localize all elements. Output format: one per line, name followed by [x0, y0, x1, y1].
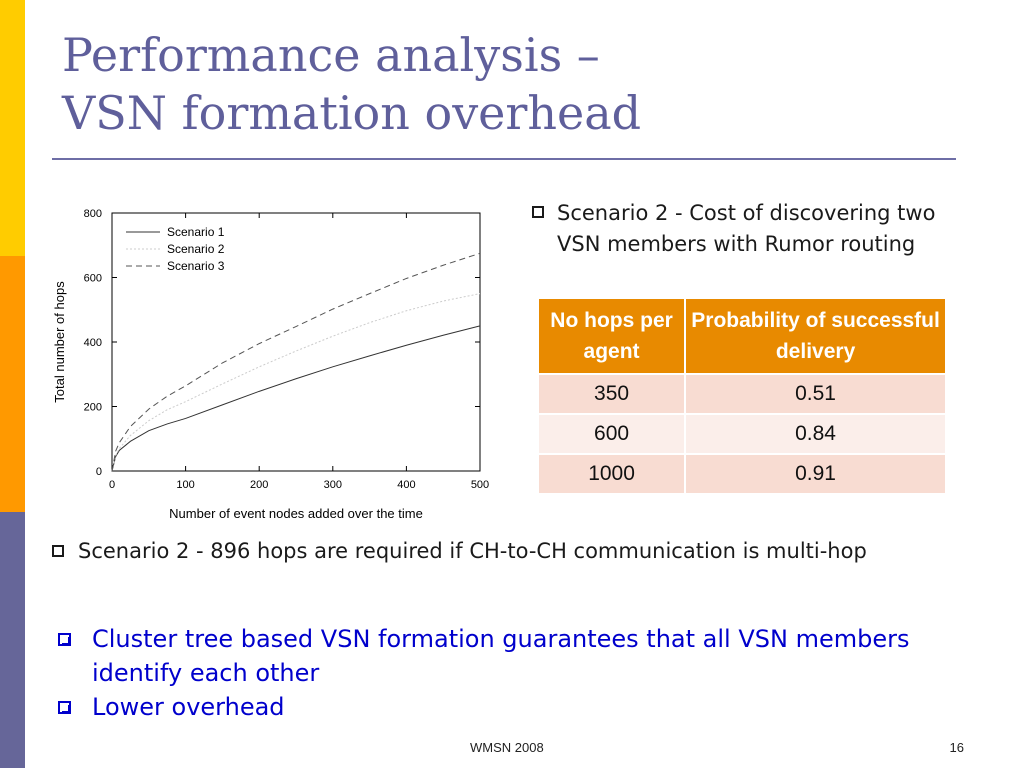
- cell-hops: 600: [536, 413, 687, 455]
- legend-label: Scenario 2: [167, 242, 225, 256]
- side-bar-yellow: [0, 0, 25, 256]
- x-tick-label: 300: [324, 479, 342, 491]
- y-tick-label: 600: [84, 273, 102, 285]
- y-axis-label: Total number of hops: [52, 281, 67, 403]
- right-bullet-text: Scenario 2 - Cost of discovering two VSN…: [557, 201, 936, 256]
- y-tick-label: 200: [84, 402, 102, 414]
- legend-label: Scenario 3: [167, 259, 225, 273]
- x-tick-label: 400: [397, 479, 415, 491]
- checkbox-bullet-icon: [52, 545, 64, 557]
- list-item: Cluster tree based VSN formation guarant…: [55, 622, 955, 690]
- title-line-2: VSN formation overhead: [62, 86, 642, 140]
- list-item: Lower overhead: [55, 690, 955, 724]
- series-line-2: [111, 293, 481, 472]
- hops-line-chart: 0 100 200 300 400 500 0 200 400 600 800 Number of e…: [52, 208, 489, 521]
- y-tick-label: 400: [84, 337, 102, 349]
- header-hops: No hops per agent: [536, 297, 687, 375]
- table-header-row: No hops per agent Probability of success…: [536, 297, 947, 375]
- table-row: 350 0.51: [536, 373, 947, 415]
- title-underline: [52, 158, 956, 160]
- cell-hops: 1000: [536, 453, 687, 495]
- series-line-3: [111, 252, 481, 472]
- right-bullet: Scenario 2 - Cost of discovering two VSN…: [532, 198, 952, 260]
- conclusion-bullets: Cluster tree based VSN formation guarant…: [55, 622, 955, 724]
- conclusion-text: Cluster tree based VSN formation guarant…: [92, 625, 910, 687]
- cell-probability: 0.51: [684, 373, 947, 415]
- y-tick-label: 0: [96, 466, 102, 478]
- cell-probability: 0.91: [684, 453, 947, 495]
- footer-label: WMSN 2008: [470, 740, 544, 755]
- checkbox-bullet-icon: [58, 633, 71, 646]
- page-number: 16: [949, 740, 964, 755]
- x-tick-label: 500: [471, 479, 489, 491]
- cell-hops: 350: [536, 373, 687, 415]
- checkbox-bullet-icon: [58, 701, 71, 714]
- table-row: 1000 0.91: [536, 453, 947, 495]
- checkbox-bullet-icon: [532, 206, 544, 218]
- scenario2-bullet: Scenario 2 - 896 hops are required if CH…: [52, 536, 952, 567]
- header-probability: Probability of successful delivery: [684, 297, 947, 375]
- x-tick-label: 100: [176, 479, 194, 491]
- x-axis-label: Number of event nodes added over the tim…: [169, 506, 423, 521]
- table-row: 600 0.84: [536, 413, 947, 455]
- scenario2-bullet-text: Scenario 2 - 896 hops are required if CH…: [78, 539, 867, 563]
- x-tick-label: 200: [250, 479, 268, 491]
- title-line-1: Performance analysis –: [62, 28, 600, 82]
- side-bar-purple: [0, 512, 25, 768]
- conclusion-text: Lower overhead: [92, 693, 285, 721]
- cell-probability: 0.84: [684, 413, 947, 455]
- series-line-1: [111, 325, 481, 472]
- y-tick-label: 800: [84, 208, 102, 220]
- x-tick-label: 0: [109, 479, 115, 491]
- slide-title: Performance analysis – VSN formation ove…: [62, 26, 641, 142]
- delivery-probability-table: No hops per agent Probability of success…: [536, 297, 947, 495]
- side-bar-orange: [0, 256, 25, 512]
- legend-label: Scenario 1: [167, 225, 225, 239]
